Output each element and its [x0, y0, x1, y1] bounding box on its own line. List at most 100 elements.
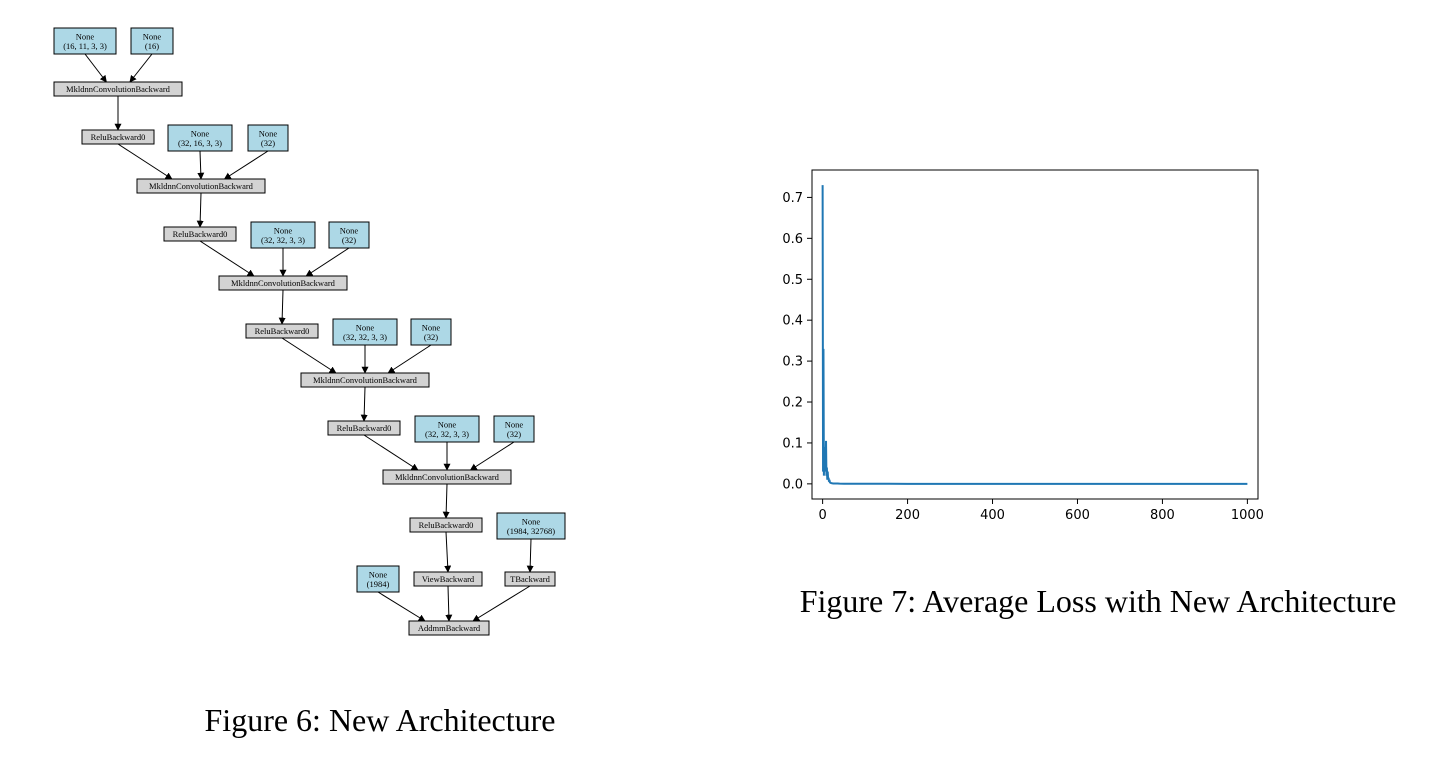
figure-7-loss-chart: 0 200 400 600 800 1000 0.00.10.20.30.40.50.60… [782, 169, 1264, 523]
node-label: None [274, 225, 293, 235]
node-label: None [438, 419, 457, 429]
x-axis-ticks: 0 200 400 600 800 1000 [818, 499, 1264, 523]
param-node-p12: None(1984) [356, 565, 400, 593]
y-tick-label: 0.5 [782, 273, 803, 288]
param-node-p6: None(32) [328, 221, 370, 249]
node-box [328, 221, 370, 249]
node-label: (32, 32, 3, 3) [261, 235, 305, 245]
node-label: ReluBackward0 [419, 520, 474, 530]
y-tick-label: 0.7 [782, 191, 803, 206]
param-node-p2: None(16) [130, 27, 174, 55]
figure-6-architecture-graph: None(16, 11, 3, 3)None(16)MkldnnConvolut… [53, 27, 566, 636]
node-box [163, 226, 237, 242]
node-label: TBackward [510, 574, 550, 584]
y-tick-label: 0.3 [782, 355, 803, 370]
node-label: None [259, 128, 278, 138]
op-node-conv2: MkldnnConvolutionBackward [136, 178, 266, 194]
param-node-p3: None(32, 16, 3, 3) [167, 124, 233, 152]
node-label: ReluBackward0 [91, 132, 146, 142]
op-node-conv1: MkldnnConvolutionBackward [53, 81, 183, 97]
node-label: (32) [507, 429, 521, 439]
node-label: None [76, 31, 95, 41]
node-box [408, 620, 490, 636]
op-node-relu5: ReluBackward0 [409, 517, 483, 533]
node-box [218, 275, 348, 291]
node-label: AddmmBackward [418, 623, 481, 633]
x-tick-label: 200 [895, 508, 920, 523]
graph-edge-relu2-to-conv3 [199, 240, 255, 277]
node-box [300, 372, 430, 388]
op-node-addmm: AddmmBackward [408, 620, 490, 636]
node-label: (32, 16, 3, 3) [178, 138, 222, 148]
graph-edge-p11-to-t [526, 538, 534, 573]
graph-edge-p4-to-conv2 [223, 150, 269, 180]
y-tick-label: 0.4 [782, 314, 803, 329]
node-label: None [191, 128, 210, 138]
node-label: None [340, 225, 359, 235]
node-label: None [356, 322, 375, 332]
graph-edge-p3-to-conv2 [197, 150, 205, 180]
graph-edge-conv4-to-relu4 [360, 386, 368, 422]
graph-edge-conv2-to-relu2 [196, 192, 204, 228]
figure-7-caption: Figure 7: Average Loss with New Architec… [800, 583, 1397, 619]
node-label: MkldnnConvolutionBackward [313, 375, 418, 385]
node-box [496, 512, 566, 540]
node-box [382, 469, 512, 485]
node-label: MkldnnConvolutionBackward [231, 278, 336, 288]
x-tick-label: 1000 [1231, 508, 1264, 523]
graph-edge-relu1-to-conv2 [117, 143, 173, 180]
param-node-p4: None(32) [247, 124, 289, 152]
op-node-relu4: ReluBackward0 [327, 420, 401, 436]
graph-edges [84, 53, 534, 622]
graph-edge-relu5-to-view [444, 531, 452, 573]
node-box [245, 323, 319, 339]
op-node-conv4: MkldnnConvolutionBackward [300, 372, 430, 388]
node-box [413, 571, 483, 587]
node-box [81, 129, 155, 145]
graph-nodes: None(16, 11, 3, 3)None(16)MkldnnConvolut… [53, 27, 566, 636]
op-node-view: ViewBackward [413, 571, 483, 587]
plot-area [811, 169, 1259, 500]
node-label: MkldnnConvolutionBackward [395, 472, 500, 482]
node-box [53, 81, 183, 97]
node-box [53, 27, 117, 55]
node-box [136, 178, 266, 194]
graph-edge-p6-to-conv3 [305, 247, 350, 277]
node-label: None [369, 569, 388, 579]
graph-edge-view-to-addmm [445, 585, 453, 622]
param-node-p8: None(32) [410, 318, 452, 346]
graph-edge-p2-to-conv1 [129, 53, 153, 83]
graph-edge-p1-to-conv1 [84, 53, 107, 83]
node-label: (32, 32, 3, 3) [425, 429, 469, 439]
node-box [493, 415, 535, 443]
op-node-relu1: ReluBackward0 [81, 129, 155, 145]
node-box [130, 27, 174, 55]
node-label: (1984, 32768) [507, 526, 555, 536]
param-node-p11: None(1984, 32768) [496, 512, 566, 540]
node-box [410, 318, 452, 346]
node-box [332, 318, 398, 346]
node-label: ReluBackward0 [337, 423, 392, 433]
node-label: (1984) [367, 579, 390, 589]
node-label: (32) [342, 235, 356, 245]
op-node-relu2: ReluBackward0 [163, 226, 237, 242]
op-node-relu3: ReluBackward0 [245, 323, 319, 339]
param-node-p7: None(32, 32, 3, 3) [332, 318, 398, 346]
y-tick-label: 0.1 [782, 436, 803, 451]
op-node-conv5: MkldnnConvolutionBackward [382, 469, 512, 485]
node-label: ReluBackward0 [255, 326, 310, 336]
node-label: (32, 32, 3, 3) [343, 332, 387, 342]
param-node-p5: None(32, 32, 3, 3) [250, 221, 316, 249]
node-label: ViewBackward [422, 574, 475, 584]
graph-edge-conv5-to-relu5 [442, 483, 450, 519]
y-tick-label: 0.0 [782, 477, 803, 492]
graph-edge-p10-to-conv5 [469, 441, 515, 471]
node-box [409, 517, 483, 533]
graph-edge-relu3-to-conv4 [281, 337, 337, 374]
x-tick-label: 600 [1065, 508, 1090, 523]
x-tick-label: 800 [1150, 508, 1175, 523]
node-label: None [522, 516, 541, 526]
y-axis-ticks: 0.0 0.1 0.2 0.3 0.4 0.5 0.6 0.7 [782, 191, 812, 492]
node-box [247, 124, 289, 152]
